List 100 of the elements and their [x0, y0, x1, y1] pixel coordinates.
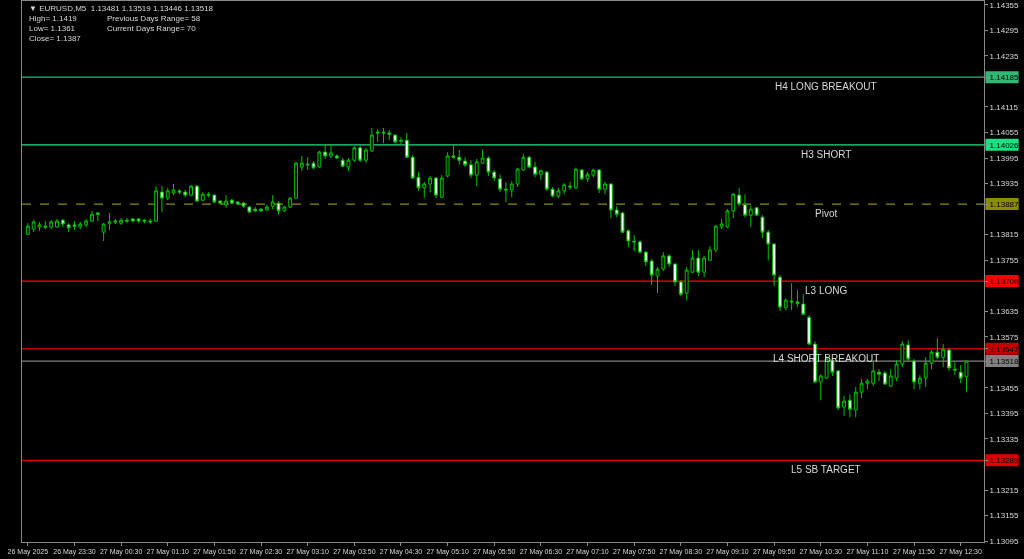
candlestick [434, 176, 438, 199]
candlestick [160, 185, 164, 213]
y-tick-label: 1.14026 [989, 140, 1020, 150]
candlestick [778, 274, 782, 312]
y-tick-label: 1.13455 [989, 383, 1020, 393]
candlestick [533, 161, 537, 178]
candlestick [748, 205, 753, 228]
y-tick-label: 1.13285 [989, 456, 1020, 466]
candlestick [404, 132, 409, 159]
candlestick [667, 253, 672, 268]
y-tick-label: 1.14235 [989, 51, 1020, 61]
candlestick [638, 239, 642, 254]
chart-title: ▼ EURUSD,M5 1.13481 1.13519 1.13446 1.13518 [29, 4, 214, 13]
candlestick [632, 234, 637, 252]
ref-line-label: H4 LONG BREAKOUT [775, 81, 877, 92]
y-tick-label: 1.13706 [989, 276, 1020, 286]
y-tick-label: 1.13635 [989, 307, 1020, 317]
candlestick [125, 217, 129, 224]
candlestick [877, 368, 881, 382]
candlestick [906, 339, 911, 362]
candlestick [842, 395, 846, 417]
candlestick [538, 168, 543, 181]
candlestick [264, 204, 269, 211]
candlestick [154, 185, 159, 223]
y-tick-label: 1.14355 [989, 0, 1020, 10]
candlestick [55, 218, 59, 229]
candlestick [947, 347, 951, 372]
candlestick [229, 199, 234, 205]
y-tick-label: 1.13995 [989, 153, 1020, 163]
candlestick [509, 180, 514, 198]
candlestick [60, 218, 65, 228]
candlestick [503, 181, 508, 203]
candlestick [253, 206, 258, 213]
candlestick [754, 206, 759, 217]
y-tick-label: 1.13935 [989, 179, 1020, 189]
candlestick [119, 217, 124, 226]
candlestick [917, 374, 922, 390]
candlestick [912, 358, 916, 390]
candlestick [189, 184, 194, 197]
candlestick [818, 373, 823, 401]
y-tick-label: 1.13395 [989, 409, 1020, 419]
candlestick [259, 207, 263, 213]
annotation: Current Days Range= 70 [107, 24, 197, 33]
candlestick [165, 187, 170, 201]
candlestick [95, 211, 100, 222]
y-tick-label: 1.13215 [989, 485, 1020, 495]
ref-line-label: L5 SB TARGET [791, 464, 861, 475]
candlestick [603, 181, 607, 195]
candlestick [364, 147, 368, 164]
candlestick [562, 182, 567, 195]
candlestick [358, 145, 363, 163]
candlestick [329, 144, 333, 159]
candlestick [713, 224, 718, 253]
candlestick [498, 173, 503, 193]
annotation: High= 1.1419 [29, 14, 78, 23]
y-tick-label: 1.14185 [989, 72, 1020, 82]
candlestick [673, 262, 677, 287]
annotation: Previous Days Range= 58 [107, 14, 201, 23]
candlestick [294, 161, 298, 200]
y-tick-label: 1.13815 [989, 230, 1020, 240]
y-tick-label: 1.13547 [989, 344, 1020, 354]
candlestick [288, 196, 293, 209]
candlestick [608, 182, 613, 219]
candlestick [90, 210, 94, 223]
candlestick [882, 370, 887, 386]
candlestick [573, 167, 578, 190]
y-tick-label: 1.13155 [989, 511, 1020, 521]
candlestick [399, 136, 403, 145]
candlestick [568, 181, 572, 191]
y-tick-label: 1.13518 [989, 356, 1020, 366]
candlestick [836, 369, 841, 411]
candlestick [708, 245, 712, 262]
y-tick-label: 1.13095 [989, 536, 1020, 546]
candlestick [224, 194, 228, 209]
candlestick [772, 242, 777, 287]
ref-line-label: L3 LONG [805, 285, 848, 296]
candlestick [941, 343, 946, 368]
candlestick [393, 133, 398, 144]
candlestick [323, 144, 328, 160]
candlestick [194, 184, 199, 203]
annotation: Low= 1.1361 [29, 24, 76, 33]
candlestick [952, 361, 957, 376]
candlestick [463, 156, 468, 168]
y-tick-label: 1.13335 [989, 434, 1020, 444]
candlestick [130, 217, 135, 223]
annotation: Close= 1.1387 [29, 34, 82, 43]
candlestick [702, 255, 707, 278]
candlestick [678, 279, 683, 297]
candlestick [807, 314, 812, 346]
candlestick [743, 193, 747, 218]
candlestick [737, 187, 742, 207]
candlestick [25, 222, 30, 236]
candlestick [218, 199, 223, 205]
candlestick [334, 153, 339, 160]
candlestick [49, 219, 54, 230]
candlestick [643, 250, 648, 267]
ref-line-label: H3 SHORT [801, 149, 852, 160]
y-tick-label: 1.14115 [989, 102, 1019, 112]
candlestick [527, 155, 532, 169]
y-tick-label: 1.13887 [989, 199, 1020, 209]
